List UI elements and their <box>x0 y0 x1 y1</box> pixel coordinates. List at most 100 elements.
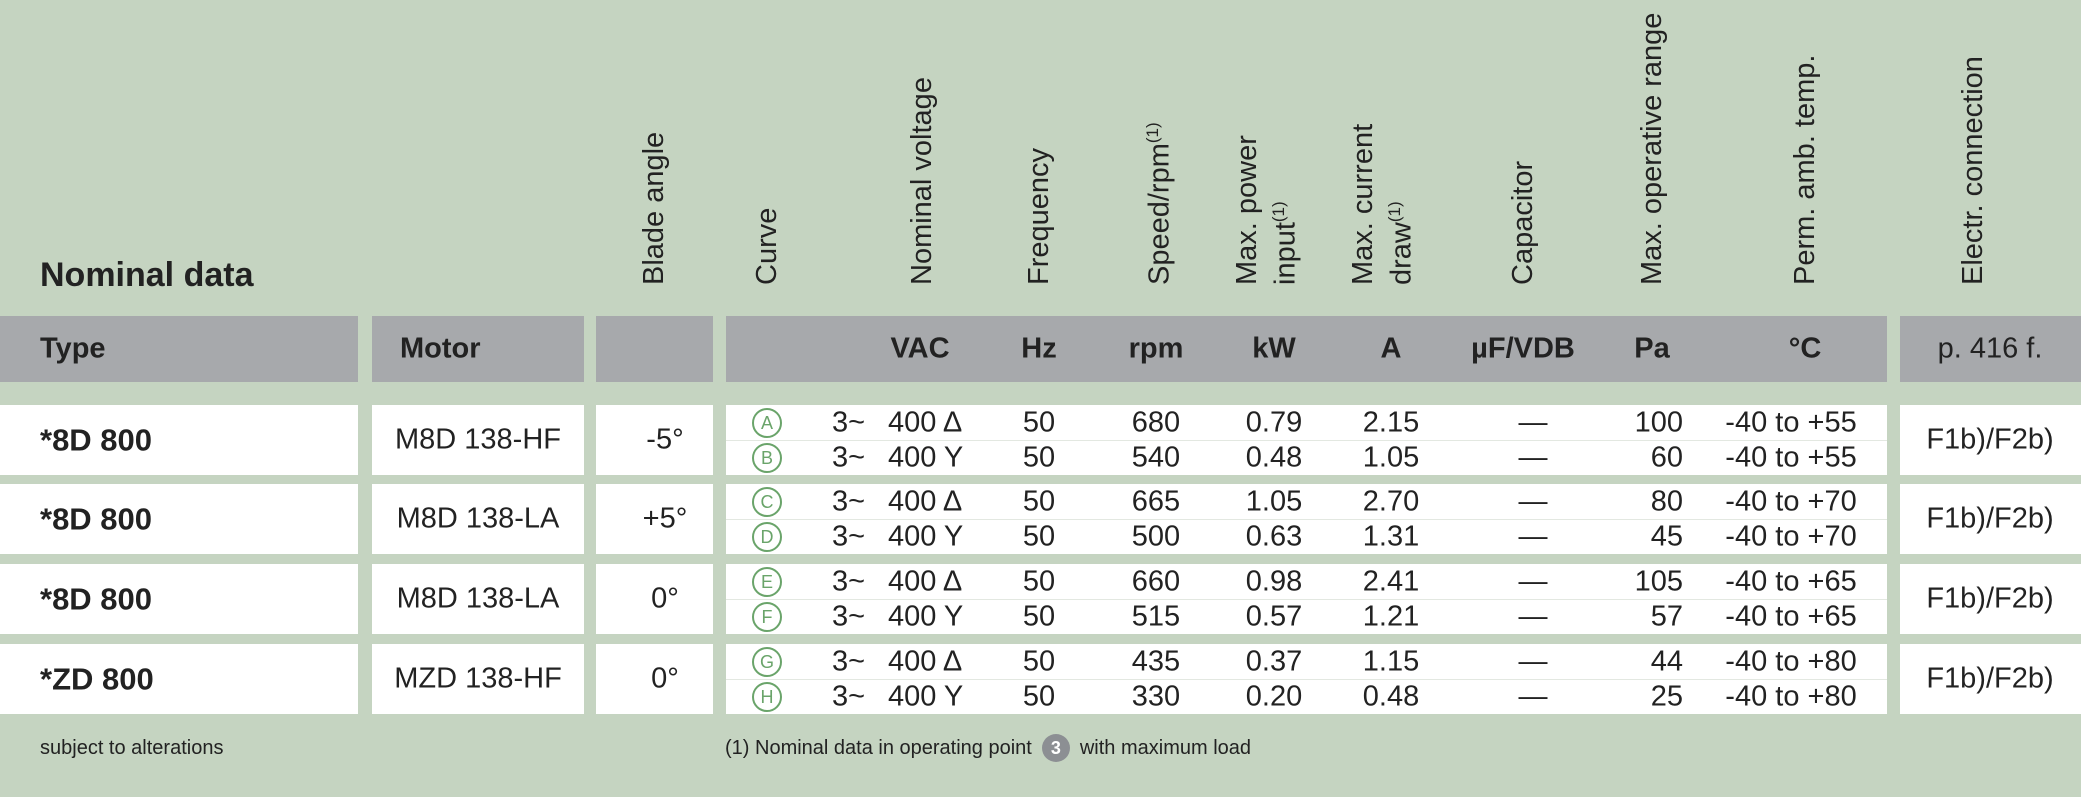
data-cell: 50 <box>1022 565 1056 598</box>
row-cell <box>372 484 584 554</box>
header-line: Speed/rpm(1) <box>1137 122 1176 285</box>
row-cell <box>0 484 358 554</box>
column-header: Max. power input(1) <box>1231 135 1302 285</box>
data-cell: -40 to +65 <box>1725 565 1857 598</box>
header-band <box>1900 316 2081 382</box>
data-cell: -40 to +65 <box>1725 600 1857 633</box>
data-cell: 3~ <box>832 600 866 633</box>
column-header: Electr. connection <box>1957 56 1989 285</box>
header-line: draw(1) <box>1379 124 1418 285</box>
header-text: Blade angle <box>637 131 670 285</box>
curve-badge: F <box>752 602 782 632</box>
header-line: Perm. amb. temp. <box>1788 54 1821 285</box>
unit-label: Type <box>40 332 106 365</box>
data-cell: -40 to +80 <box>1725 680 1857 713</box>
data-cell: 540 <box>1131 441 1181 474</box>
header-line: input(1) <box>1263 135 1302 285</box>
unit-label: VAC <box>890 332 950 365</box>
header-text: Perm. amb. temp. <box>1788 54 1821 285</box>
data-cell: 400 Y <box>888 441 964 474</box>
curve-badge: G <box>752 647 782 677</box>
data-cell: 665 <box>1131 485 1181 518</box>
data-cell: 500 <box>1131 520 1181 553</box>
data-cell: 0.48 <box>1362 680 1420 713</box>
row-cell <box>596 405 713 475</box>
data-cell: — <box>1518 565 1548 598</box>
data-cell: 1.21 <box>1362 600 1420 633</box>
data-cell: 435 <box>1131 645 1181 678</box>
column-header: Curve <box>750 207 783 285</box>
row-cell <box>372 564 584 634</box>
data-cell: 25 <box>1650 680 1683 713</box>
column-header: Max. operative range <box>1636 13 1668 285</box>
header-line: Capacitor <box>1507 161 1539 285</box>
data-cell: — <box>1518 441 1548 474</box>
row-cell <box>0 564 358 634</box>
header-text: Frequency <box>1022 147 1055 285</box>
data-cell: 57 <box>1650 600 1683 633</box>
header-line: Max. current <box>1347 124 1379 285</box>
data-cell: 50 <box>1022 485 1056 518</box>
header-band <box>0 316 358 382</box>
data-cell: 44 <box>1650 645 1683 678</box>
data-cell: 400 Δ <box>888 406 963 439</box>
data-cell: 400 Y <box>888 680 964 713</box>
column-header: Max. current draw(1) <box>1347 124 1418 285</box>
column-header: Capacitor <box>1507 161 1539 285</box>
column-header: Blade angle <box>637 131 670 285</box>
header-text: Speed/rpm <box>1143 143 1176 285</box>
data-cell: 0.48 <box>1245 441 1303 474</box>
data-cell: 60 <box>1650 441 1683 474</box>
data-cell: 3~ <box>832 645 866 678</box>
header-line: Frequency <box>1022 147 1055 285</box>
data-cell: 80 <box>1650 485 1683 518</box>
header-note: (1) <box>1385 201 1404 223</box>
data-cell: -40 to +55 <box>1725 441 1857 474</box>
curve-badge: H <box>752 682 782 712</box>
type-cell: *8D 800 <box>40 422 153 458</box>
data-cell: 400 Y <box>888 600 964 633</box>
unit-label: rpm <box>1128 332 1184 365</box>
blade-angle-cell: 0° <box>651 582 679 615</box>
row-cell <box>0 405 358 475</box>
motor-cell: M8D 138-LA <box>396 502 560 535</box>
data-cell: 3~ <box>832 680 866 713</box>
header-text: Curve <box>750 207 783 285</box>
data-cell: -40 to +80 <box>1725 645 1857 678</box>
header-line: Max. operative range <box>1636 13 1668 285</box>
data-cell: -40 to +55 <box>1725 406 1857 439</box>
unit-label: kW <box>1252 332 1296 365</box>
header-line: Blade angle <box>637 131 670 285</box>
data-cell: 3~ <box>832 485 866 518</box>
data-cell: 1.05 <box>1362 441 1420 474</box>
curve-badge: B <box>752 443 782 473</box>
data-cell: 50 <box>1022 600 1056 633</box>
data-cell: 50 <box>1022 520 1056 553</box>
data-cell: — <box>1518 645 1548 678</box>
unit-label: Motor <box>400 332 481 365</box>
point-badge: 3 <box>1041 734 1070 762</box>
row-cell <box>1900 644 2081 714</box>
row-cell <box>596 484 713 554</box>
footnote-text: (1) Nominal data in operating point <box>725 737 1032 759</box>
row-cell <box>1900 564 2081 634</box>
data-cell: 0.98 <box>1245 565 1303 598</box>
row-cell <box>372 405 584 475</box>
row-cell <box>0 644 358 714</box>
header-band <box>726 316 1887 382</box>
unit-label: Hz <box>1021 332 1057 365</box>
data-cell: 515 <box>1131 600 1181 633</box>
row-cell <box>372 644 584 714</box>
data-cell: 3~ <box>832 406 866 439</box>
row-divider <box>726 440 1887 441</box>
row-divider <box>726 679 1887 680</box>
data-cell: 680 <box>1131 406 1181 439</box>
data-cell: 3~ <box>832 520 866 553</box>
header-note: (1) <box>1269 201 1288 223</box>
header-band <box>372 316 584 382</box>
title: Nominal data <box>40 256 254 294</box>
header-line: Max. power <box>1231 135 1263 285</box>
data-cell: — <box>1518 600 1548 633</box>
row-cell <box>596 564 713 634</box>
header-line: Electr. connection <box>1957 56 1989 285</box>
